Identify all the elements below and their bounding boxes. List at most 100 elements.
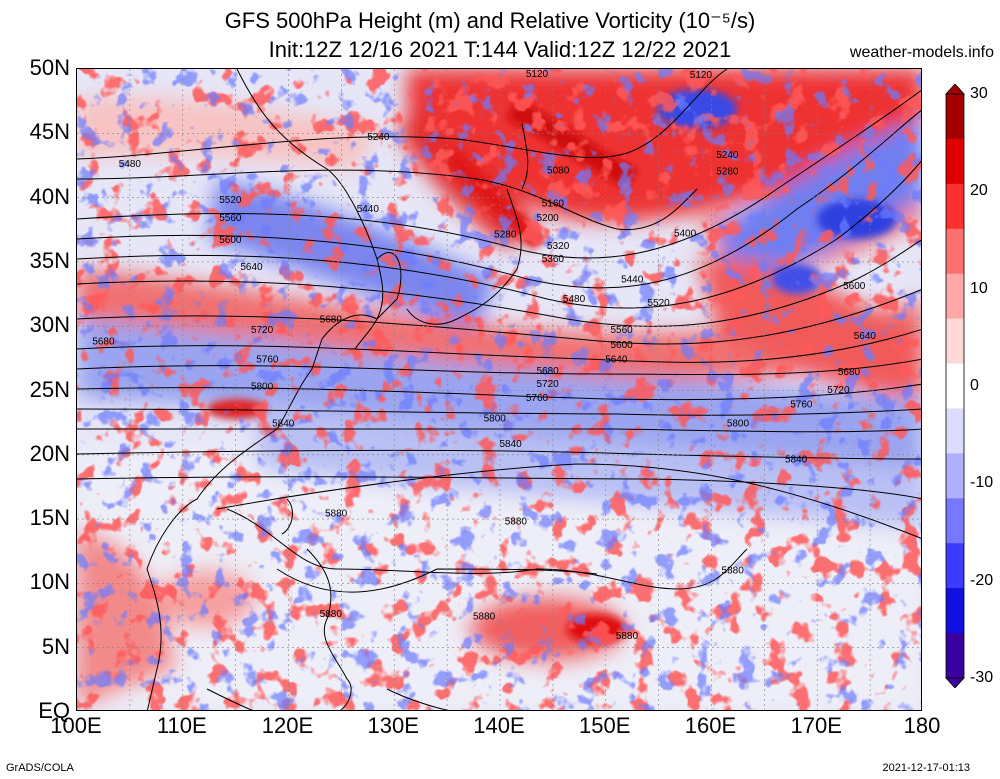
colorbar-segment bbox=[946, 453, 964, 499]
contour-label: 5280 bbox=[494, 230, 517, 241]
contour-label: 5840 bbox=[785, 455, 808, 466]
lon-label: 100E bbox=[50, 713, 102, 738]
contour-label: 5160 bbox=[542, 199, 565, 210]
contour-label: 5520 bbox=[219, 195, 242, 206]
vorticity-map: 5120 5120 5480 5240 5080 5240 5280 5520 5560 5440… bbox=[77, 69, 921, 710]
contour-label: 5720 bbox=[251, 325, 274, 336]
colorbar-tick-label: -20 bbox=[970, 571, 994, 589]
colorbar-tick-label: 20 bbox=[970, 182, 988, 200]
lat-label: 20N bbox=[29, 440, 70, 466]
footer-software: GrADS/COLA bbox=[6, 762, 74, 774]
contour-label: 5280 bbox=[716, 167, 739, 178]
colorbar-segment bbox=[946, 543, 964, 589]
contour-label: 5480 bbox=[119, 159, 142, 170]
contour-label: 5440 bbox=[357, 204, 380, 215]
contour-label: 5840 bbox=[272, 419, 295, 430]
lon-label: 130E bbox=[367, 713, 419, 738]
lat-label: 30N bbox=[29, 312, 70, 338]
colorbar-segment bbox=[946, 273, 964, 320]
asia-coastline bbox=[146, 69, 402, 710]
colorbar-tick-label: -10 bbox=[970, 474, 994, 492]
footer-timestamp: 2021-12-17-01:13 bbox=[882, 762, 970, 774]
lat-label: 45N bbox=[29, 119, 70, 145]
contour-label: 5680 bbox=[320, 314, 343, 325]
contour-label: 5680 bbox=[92, 336, 115, 347]
lon-label: 170E bbox=[790, 713, 842, 738]
contour-label: 5480 bbox=[563, 294, 586, 305]
contour-label: 5640 bbox=[854, 331, 877, 342]
lat-label: 5N bbox=[41, 633, 70, 659]
contour-label: 5640 bbox=[240, 262, 263, 273]
lat-label: 15N bbox=[29, 505, 70, 531]
colorbar-tick-label: 30 bbox=[970, 85, 988, 102]
colorbar-segment bbox=[946, 363, 964, 409]
colorbar-segment bbox=[946, 633, 964, 679]
lat-label: 40N bbox=[29, 183, 70, 209]
lat-label: 35N bbox=[29, 247, 70, 273]
korea-coast bbox=[354, 258, 384, 350]
colorbar-tick-label: 10 bbox=[970, 279, 988, 297]
contour-label: 5840 bbox=[499, 439, 522, 450]
colorbar-frame bbox=[945, 93, 965, 679]
lon-label: 160E bbox=[684, 713, 737, 738]
contour-label: 5640 bbox=[605, 354, 628, 365]
lat-label: 50N bbox=[29, 55, 70, 80]
graticule bbox=[77, 69, 921, 710]
contour-label: 5880 bbox=[325, 509, 348, 520]
contour-label: 5680 bbox=[838, 367, 861, 378]
japan-coast bbox=[406, 188, 522, 325]
contour-label: 5240 bbox=[367, 132, 390, 143]
colorbar bbox=[945, 84, 965, 688]
colorbar-segment bbox=[946, 94, 964, 140]
height-contours bbox=[77, 69, 921, 593]
colorbar-bottom-arrow bbox=[945, 677, 965, 688]
contour-label: 5360 bbox=[542, 254, 565, 265]
lon-label: 140E bbox=[473, 713, 525, 738]
colorbar-tick-label: 0 bbox=[970, 377, 979, 394]
colorbar-segment bbox=[946, 498, 964, 544]
map-panel: 5120 5120 5480 5240 5080 5240 5280 5520 5560 5440… bbox=[76, 68, 922, 711]
lat-label: EQ bbox=[38, 698, 70, 723]
contour-label: 5600 bbox=[219, 235, 242, 246]
lon-label: 110E bbox=[156, 713, 207, 738]
chart-title: GFS 500hPa Height (m) and Relative Vorti… bbox=[224, 8, 756, 33]
colorbar-segment bbox=[946, 183, 964, 230]
contour-label: 5520 bbox=[648, 298, 671, 309]
contour-label: 5680 bbox=[536, 366, 559, 377]
new-guinea-coast bbox=[386, 688, 449, 710]
colorbar-segment bbox=[946, 228, 964, 275]
colorbar-segment bbox=[946, 318, 964, 365]
contour-label: 5800 bbox=[251, 381, 274, 392]
taiwan-coast bbox=[281, 498, 293, 535]
contour-label: 5720 bbox=[536, 379, 559, 390]
contour-label: 5880 bbox=[722, 565, 745, 576]
colorbar-top-arrow bbox=[945, 84, 965, 95]
colorbar-segment bbox=[946, 138, 964, 185]
borneo-coast bbox=[206, 688, 253, 710]
contour-label: 5880 bbox=[473, 612, 496, 623]
site-credit[interactable]: weather-models.info bbox=[849, 44, 994, 61]
chart-subtitle: Init:12Z 12/16 2021 T:144 Valid:12Z 12/2… bbox=[268, 37, 732, 62]
lat-label: 10N bbox=[29, 569, 70, 595]
contour-label: 5880 bbox=[616, 631, 639, 642]
contour-label: 5080 bbox=[547, 165, 570, 176]
contour-label: 5560 bbox=[610, 325, 633, 336]
philippines-coast bbox=[306, 548, 352, 710]
contour-label: 5880 bbox=[320, 609, 343, 620]
contour-label: 5600 bbox=[843, 281, 866, 292]
contour-label: 5240 bbox=[716, 150, 739, 161]
contour-label: 5800 bbox=[484, 414, 507, 425]
contour-label: 5560 bbox=[219, 213, 242, 224]
contour-label: 5400 bbox=[674, 228, 697, 239]
lat-label: 25N bbox=[29, 376, 70, 402]
contour-label: 5760 bbox=[256, 354, 279, 365]
contour-label: 5440 bbox=[621, 275, 644, 286]
contour-label: 5120 bbox=[526, 69, 549, 80]
contour-labels: 5120 5120 5480 5240 5080 5240 5280 5520 5560 5440… bbox=[92, 69, 877, 642]
colorbar-segment bbox=[946, 408, 964, 454]
coastlines bbox=[146, 69, 529, 710]
colorbar-tick-label: -30 bbox=[970, 669, 994, 686]
contour-label: 5880 bbox=[505, 516, 528, 527]
contour-label: 5800 bbox=[727, 419, 750, 430]
contour-label: 5320 bbox=[547, 241, 570, 252]
